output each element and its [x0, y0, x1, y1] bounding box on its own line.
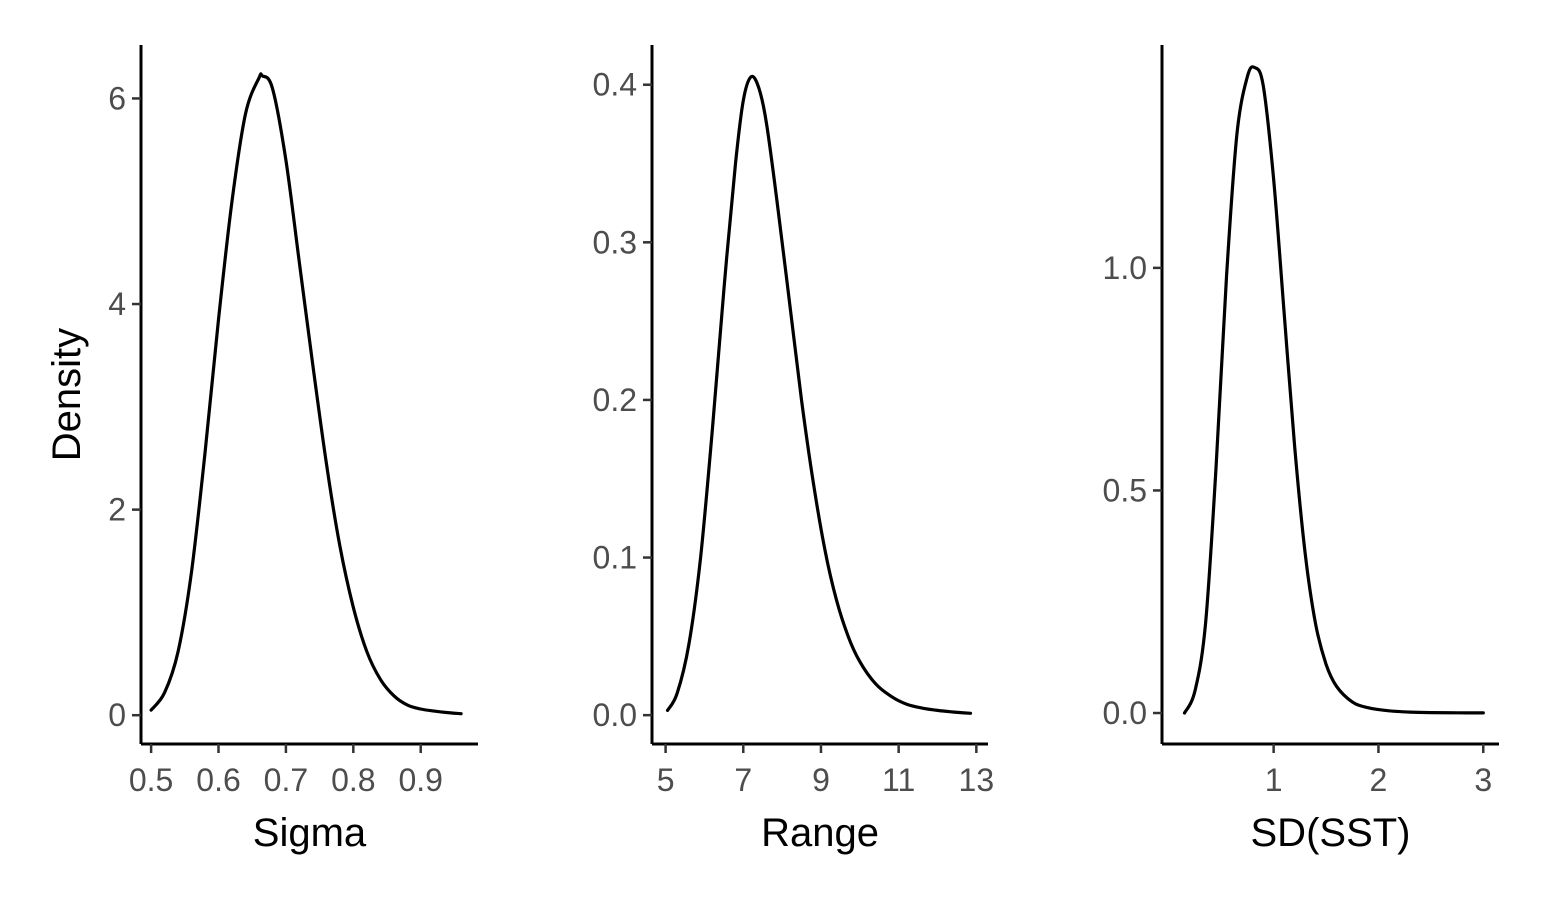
- y-tick-label: 0.3: [593, 224, 637, 260]
- panel-range: 0.0 0.1 0.2 0.3 0.4 5 7 9 11 13 Range: [593, 45, 995, 855]
- y-tick-label: 0.2: [593, 382, 637, 418]
- x-tick-label: 0.5: [129, 762, 173, 798]
- x-tick-label: 7: [734, 762, 752, 798]
- x-axis-title: SD(SST): [1251, 811, 1411, 855]
- x-tick-label: 1: [1265, 762, 1283, 798]
- x-tick-label: 9: [812, 762, 830, 798]
- x-tick-label: 13: [959, 762, 995, 798]
- x-tick-label: 0.9: [398, 762, 442, 798]
- x-tick-label: 0.8: [331, 762, 375, 798]
- y-tick-label: 0.0: [1103, 695, 1147, 731]
- x-tick-label: 3: [1474, 762, 1492, 798]
- panel-sd-sst: 0.0 0.5 1.0 1 2 3 SD(SST): [1103, 45, 1499, 855]
- x-tick-label: 5: [657, 762, 675, 798]
- x-axis-title: Sigma: [253, 811, 367, 855]
- y-tick-label: 6: [108, 80, 126, 116]
- panel-sigma: 0 2 4 6 0.5 0.6 0.7 0.8 0.9 Sigma Density: [45, 45, 478, 855]
- density-curve: [665, 74, 973, 715]
- y-tick-label: 0.4: [593, 67, 637, 103]
- y-axis-title: Density: [45, 328, 89, 461]
- y-tick-label: 0: [108, 697, 126, 733]
- x-tick-label: 11: [882, 762, 915, 798]
- density-curve: [149, 72, 463, 716]
- x-tick-label: 0.7: [264, 762, 308, 798]
- x-tick-label: 0.6: [196, 762, 240, 798]
- y-tick-label: 0.5: [1103, 472, 1147, 508]
- x-axis-title: Range: [761, 811, 879, 855]
- y-tick-label: 2: [108, 492, 126, 528]
- y-tick-label: 0.1: [593, 540, 637, 576]
- density-curve: [1182, 65, 1485, 715]
- y-tick-label: 0.0: [593, 697, 637, 733]
- y-tick-label: 4: [108, 286, 126, 322]
- y-tick-label: 1.0: [1103, 250, 1147, 286]
- x-tick-label: 2: [1370, 762, 1388, 798]
